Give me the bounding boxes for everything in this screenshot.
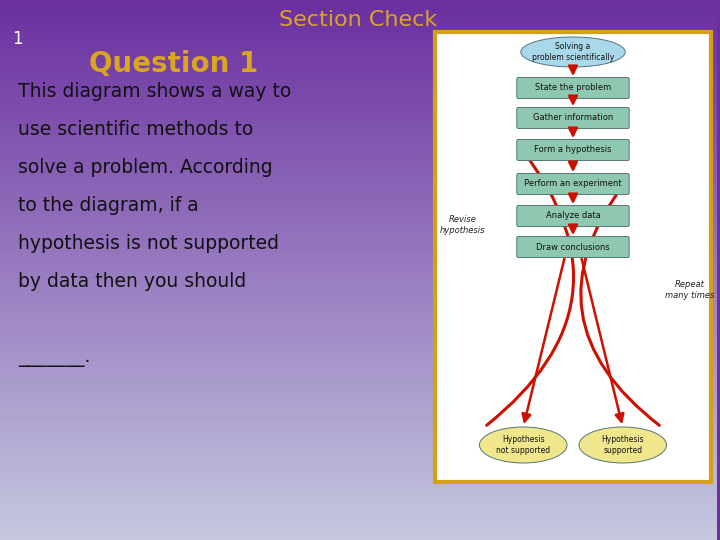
Text: Revise
hypothesis: Revise hypothesis: [440, 215, 485, 235]
FancyBboxPatch shape: [517, 237, 629, 258]
Text: use scientific methods to: use scientific methods to: [18, 120, 253, 139]
Text: Section Check: Section Check: [279, 10, 437, 30]
FancyBboxPatch shape: [517, 107, 629, 129]
FancyBboxPatch shape: [517, 139, 629, 160]
FancyBboxPatch shape: [435, 32, 711, 482]
FancyArrowPatch shape: [581, 184, 660, 426]
Text: to the diagram, if a: to the diagram, if a: [18, 196, 199, 215]
Ellipse shape: [480, 427, 567, 463]
Text: _______.: _______.: [18, 348, 90, 367]
Text: Gather information: Gather information: [533, 113, 613, 123]
Text: Analyze data: Analyze data: [546, 212, 600, 220]
Ellipse shape: [579, 427, 667, 463]
Text: Hypothesis
supported: Hypothesis supported: [601, 435, 644, 455]
FancyBboxPatch shape: [517, 173, 629, 194]
Text: Repeat
many times: Repeat many times: [665, 280, 714, 300]
Text: by data then you should: by data then you should: [18, 272, 246, 291]
Text: Solving a
problem scientifically: Solving a problem scientifically: [532, 42, 614, 62]
FancyBboxPatch shape: [517, 206, 629, 226]
FancyArrowPatch shape: [487, 150, 574, 426]
Text: solve a problem. According: solve a problem. According: [18, 158, 273, 177]
Text: Hypothesis
not supported: Hypothesis not supported: [496, 435, 550, 455]
Ellipse shape: [521, 37, 625, 67]
Text: hypothesis is not supported: hypothesis is not supported: [18, 234, 279, 253]
Text: Form a hypothesis: Form a hypothesis: [534, 145, 612, 154]
Text: Draw conclusions: Draw conclusions: [536, 242, 610, 252]
Text: 1: 1: [12, 30, 22, 48]
Text: Perform an experiment: Perform an experiment: [524, 179, 622, 188]
Text: Question 1: Question 1: [89, 50, 258, 78]
Text: This diagram shows a way to: This diagram shows a way to: [18, 82, 291, 101]
Text: State the problem: State the problem: [535, 84, 611, 92]
FancyBboxPatch shape: [517, 78, 629, 98]
